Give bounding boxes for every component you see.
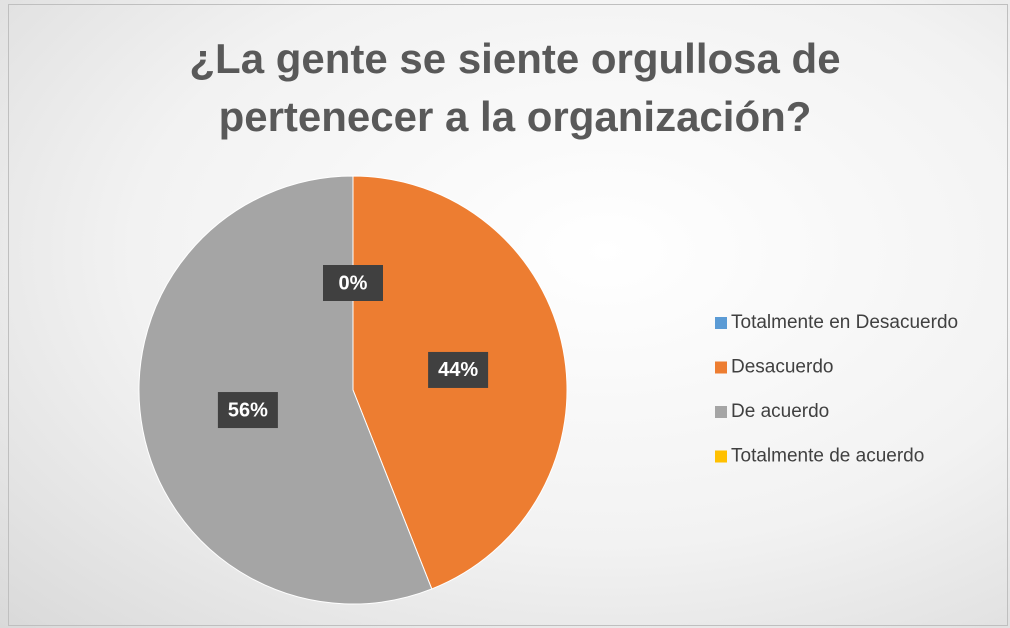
- pie-slice: [138, 175, 433, 605]
- legend-swatch: [715, 450, 727, 463]
- data-label-box: [428, 351, 489, 388]
- chart-frame: [8, 4, 1008, 626]
- data-label: 44%: [438, 359, 478, 381]
- legend-swatch: [715, 317, 727, 329]
- data-label: 0%: [339, 272, 368, 294]
- data-label-box: [217, 392, 278, 429]
- chart-title: ¿La gente se siente orgullosa de pertene…: [189, 35, 841, 140]
- legend-label: Totalmente de acuerdo: [731, 446, 924, 467]
- legend-label: Totalmente en Desacuerdo: [731, 312, 958, 333]
- legend-label: De acuerdo: [731, 401, 829, 422]
- data-label-box: [323, 265, 383, 301]
- data-label: 56%: [228, 399, 268, 421]
- legend-swatch: [715, 361, 727, 374]
- legend-swatch: [715, 406, 727, 418]
- legend-label: Desacuerdo: [731, 357, 833, 378]
